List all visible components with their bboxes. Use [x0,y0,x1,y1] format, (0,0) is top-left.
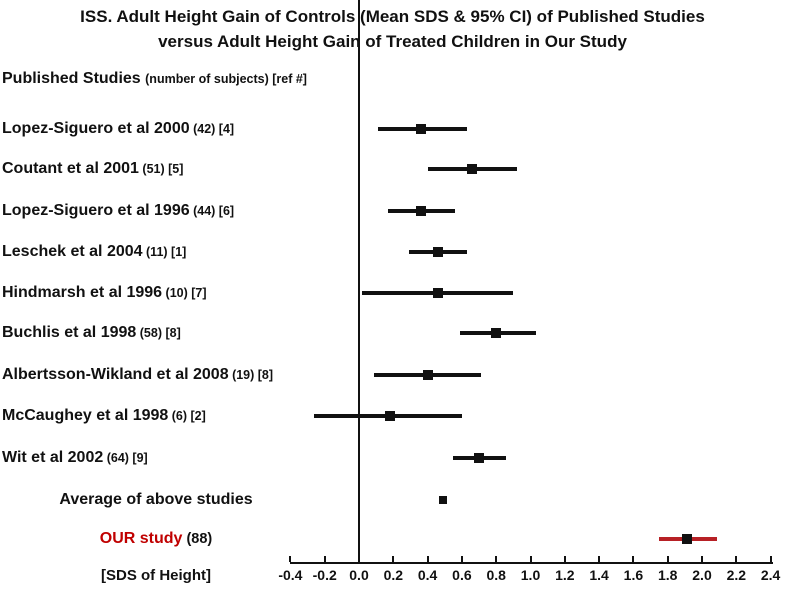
study-name: McCaughey et al 1998 [2,407,169,424]
study-subjects-ref: (11) [1] [142,245,187,259]
axis-tick-label: 1.0 [520,567,541,583]
x-axis-unit-label: [SDS of Height] [101,567,211,584]
study-label: Lopez-Siguero et al 2000 (42) [4] [2,120,234,138]
study-subjects-ref: (58) [8] [136,326,181,340]
study-label: OUR study (88) [0,530,312,548]
study-name: Lopez-Siguero et al 2000 [2,120,190,137]
study-subjects-ref: (88) [182,531,213,547]
axis-tick [735,556,738,562]
mean-marker [384,411,395,421]
mean-marker [415,124,426,134]
mean-marker [415,206,426,216]
axis-tick-label: 0.2 [383,567,404,583]
mean-marker [432,247,443,257]
axis-tick-label: -0.4 [278,567,303,583]
study-label: Hindmarsh et al 1996 (10) [7] [2,284,207,302]
study-subjects-ref: (19) [8] [228,368,274,382]
chart-title-line1: ISS. Adult Height Gain of Controls (Mean… [80,7,705,26]
axis-tick-label: 0.4 [417,567,438,583]
axis-tick-label: 2.4 [760,567,781,583]
axis-tick [769,556,772,562]
axis-tick [426,556,429,562]
axis-tick-label: 0.0 [349,567,369,583]
axis-tick-label: 0.8 [486,567,506,583]
column-header-sub: (number of subjects) [ref #] [145,72,307,86]
zero-reference-line [358,0,360,564]
axis-tick-label: 1.6 [623,567,644,583]
study-name: Leschek et al 2004 [2,243,143,260]
study-name: Lopez-Siguero et al 1996 [2,202,190,219]
study-label: Wit et al 2002 (64) [9] [2,449,148,467]
axis-tick-label: 0.6 [452,567,472,583]
axis-tick [529,556,532,562]
axis-tick [563,556,566,562]
study-subjects-ref: (64) [9] [103,451,148,465]
axis-tick [358,556,360,562]
axis-tick-label: 2.0 [692,567,712,583]
study-name: OUR study [99,530,183,547]
axis-tick-label: -0.2 [312,567,337,583]
study-name: Wit et al 2002 [2,449,104,466]
mean-marker [439,496,448,504]
study-label: Albertsson-Wikland et al 2008 (19) [8] [2,366,273,384]
axis-tick-label: 1.8 [657,567,678,583]
x-axis-line [290,562,773,564]
study-subjects-ref: (6) [2] [168,409,206,423]
mean-marker [432,288,443,298]
column-header: Published Studies (number of subjects) [… [2,70,307,88]
axis-tick [701,556,703,562]
axis-tick [632,556,635,562]
study-label: Buchlis et al 1998 (58) [8] [2,324,181,342]
axis-tick-label: 1.4 [589,567,609,583]
axis-tick [495,556,498,562]
study-label: McCaughey et al 1998 (6) [2] [2,407,206,425]
mean-marker [474,453,485,463]
axis-tick [289,556,292,562]
mean-marker [491,328,502,338]
study-subjects-ref: (44) [6] [189,204,235,218]
mean-marker [467,164,478,174]
study-subjects-ref: (10) [7] [162,286,207,300]
study-name: Buchlis et al 1998 [2,324,137,341]
axis-tick [460,556,463,562]
mean-marker [422,370,433,380]
axis-tick [598,556,601,562]
study-subjects-ref: (42) [4] [189,122,235,136]
study-name: Hindmarsh et al 1996 [2,284,163,301]
study-name: Albertsson-Wikland et al 2008 [2,366,229,383]
axis-tick-label: 2.2 [726,567,747,583]
axis-tick [392,556,395,562]
study-name: Average of above studies [59,491,253,508]
study-subjects-ref: (51) [5] [138,162,184,176]
column-header-main: Published Studies [2,70,141,87]
mean-marker [681,534,692,544]
study-label: Lopez-Siguero et al 1996 (44) [6] [2,202,234,220]
axis-tick-label: 1.2 [555,567,575,583]
study-label: Coutant et al 2001 (51) [5] [2,160,183,178]
axis-tick [666,556,669,562]
study-label: Average of above studies [0,491,312,509]
study-name: Coutant et al 2001 [2,160,139,177]
chart-title-line2: versus Adult Height Gain of Treated Chil… [158,32,627,51]
axis-tick [323,556,326,562]
study-label: Leschek et al 2004 (11) [1] [2,243,186,261]
